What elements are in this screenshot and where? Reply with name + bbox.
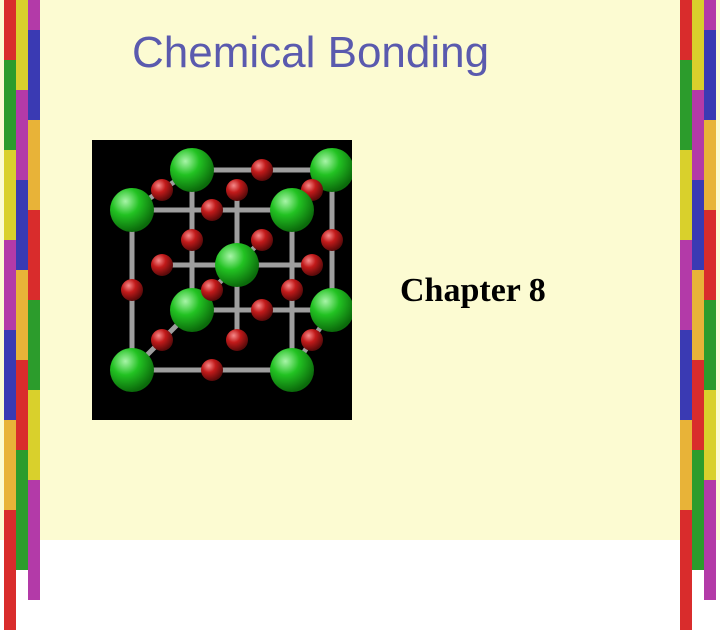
border-stripe [16, 450, 28, 570]
border-stripe [28, 480, 40, 600]
border-left [0, 0, 44, 540]
lattice-diagram [92, 140, 352, 420]
border-stripe [4, 510, 16, 630]
border-right [676, 0, 720, 540]
border-stripe [680, 510, 692, 630]
slide: Chemical Bonding Chapter 8 [0, 0, 720, 540]
border-stripe [704, 480, 716, 600]
slide-title: Chemical Bonding [132, 28, 489, 78]
border-stripe [692, 450, 704, 570]
slide-subtitle: Chapter 8 [400, 272, 546, 310]
